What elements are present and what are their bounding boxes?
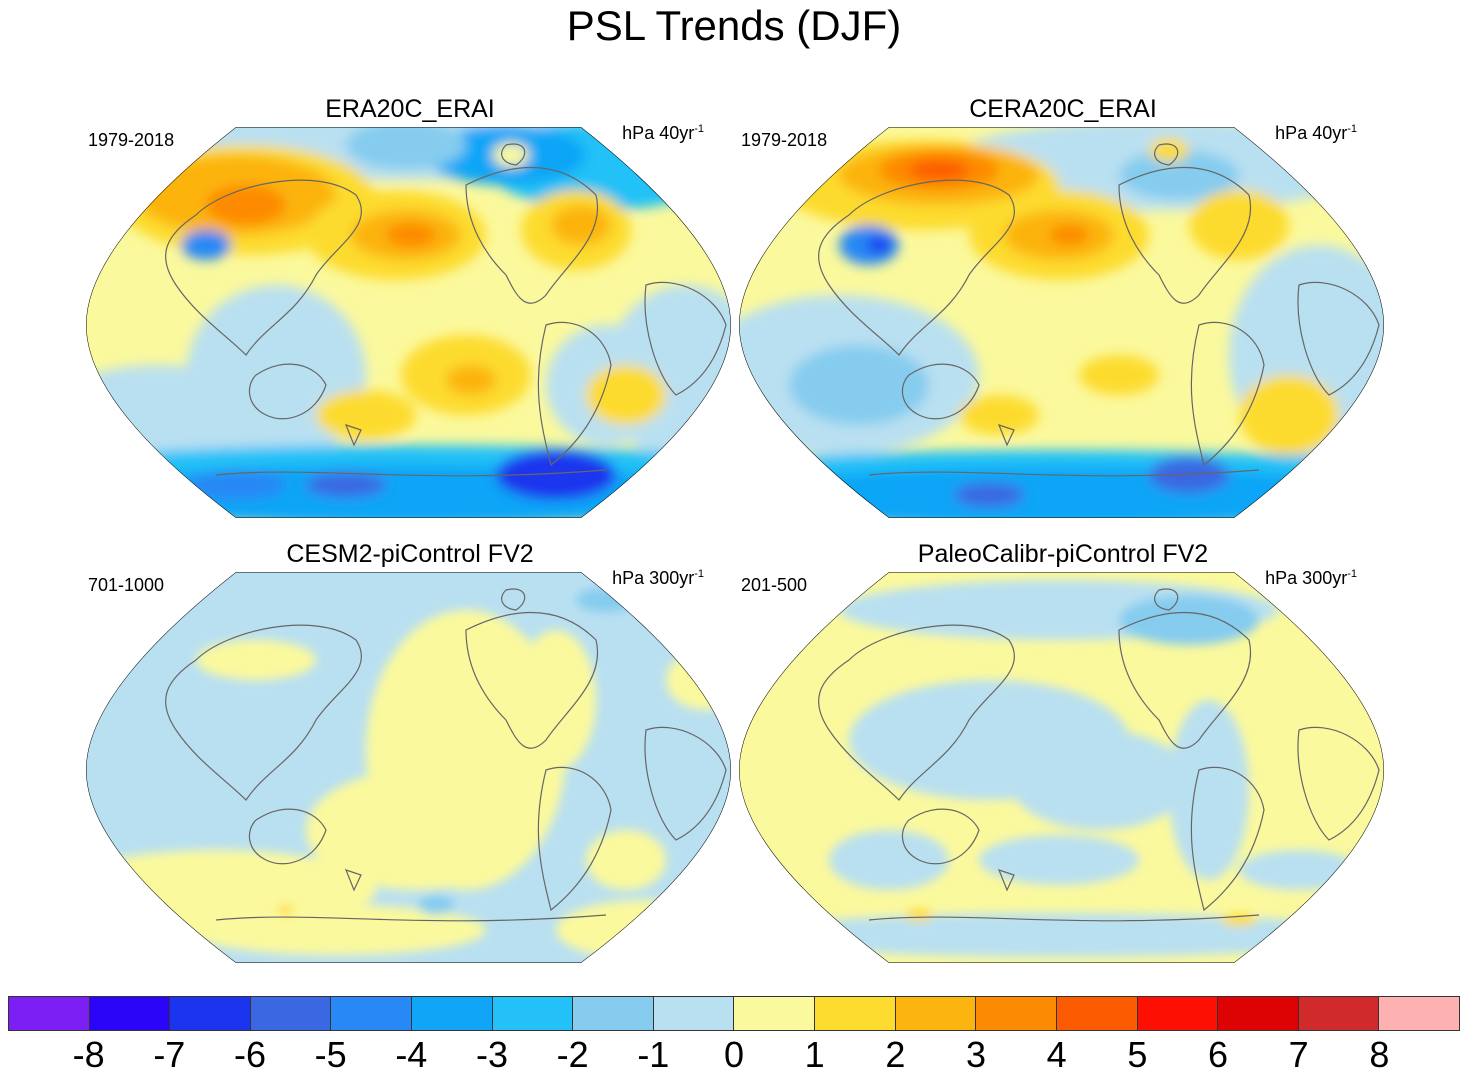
colorbar-swatch — [492, 997, 574, 1030]
units-label: hPa 300yr-1 — [1265, 568, 1357, 588]
period-label: 1979-2018 — [741, 130, 828, 150]
period-label: 1979-2018 — [88, 130, 175, 150]
colorbar-swatch — [89, 997, 171, 1030]
colorbar-tick-label: 1 — [804, 1034, 825, 1075]
panel-title: CERA20C_ERAI — [969, 95, 1157, 123]
colorbar-swatch — [1298, 997, 1380, 1030]
colorbar-tick-label: -2 — [556, 1034, 589, 1075]
colorbar-tick-label: -8 — [72, 1034, 105, 1075]
colorbar — [8, 996, 1460, 1031]
panel-era20c: ERA20C_ERAI 1979-2018 hPa 40yr-1 — [80, 95, 740, 518]
figure-title: PSL Trends (DJF) — [566, 2, 902, 49]
colorbar-tick-label: 3 — [965, 1034, 987, 1075]
colorbar-swatch — [573, 997, 654, 1030]
map-paleocalibr — [739, 572, 1384, 963]
colorbar-swatch — [331, 997, 413, 1030]
colorbar-swatch — [1137, 997, 1219, 1030]
colorbar-tick-label: 6 — [1207, 1034, 1229, 1075]
colorbar-swatch — [1218, 997, 1299, 1030]
units-label: hPa 300yr-1 — [612, 568, 704, 588]
colorbar-swatch — [1056, 997, 1138, 1030]
panel-title: PaleoCalibr-piControl FV2 — [917, 540, 1209, 568]
units-label: hPa 40yr-1 — [1275, 123, 1357, 143]
colorbar-tick-label: -3 — [475, 1034, 509, 1075]
colorbar-swatch — [895, 997, 977, 1030]
colorbar-swatch — [734, 997, 816, 1030]
colorbar-swatch — [1379, 997, 1459, 1030]
map-era20c — [86, 127, 731, 518]
panel-cera20c: CERA20C_ERAI 1979-2018 hPa 40yr-1 — [733, 95, 1393, 518]
colorbar-tick-label: 0 — [723, 1034, 745, 1075]
units-label: hPa 40yr-1 — [622, 123, 704, 143]
colorbar-tick-label: 8 — [1369, 1034, 1390, 1075]
colorbar-tick-label: -4 — [395, 1034, 428, 1075]
colorbar-swatch — [170, 997, 251, 1030]
colorbar-swatch — [412, 997, 493, 1030]
colorbar-swatch — [976, 997, 1057, 1030]
colorbar-swatch — [9, 997, 90, 1030]
colorbar-tick-label: -1 — [637, 1034, 670, 1075]
panel-paleocalibr: PaleoCalibr-piControl FV2 201-500 hPa 30… — [733, 540, 1393, 963]
colorbar-swatch — [250, 997, 332, 1030]
period-label: 701-1000 — [88, 575, 165, 595]
period-label: 201-500 — [741, 575, 808, 595]
colorbar-tick-label: 5 — [1127, 1034, 1148, 1075]
colorbar-swatch — [815, 997, 896, 1030]
colorbar-swatch — [653, 997, 735, 1030]
map-cera20c — [739, 127, 1384, 518]
colorbar-tick-label: 4 — [1046, 1034, 1067, 1075]
panel-cesm2: CESM2-piControl FV2 701-1000 hPa 300yr-1 — [80, 540, 740, 963]
colorbar-tick-label: -6 — [233, 1034, 267, 1075]
colorbar-tick-label: -5 — [314, 1034, 347, 1075]
map-cesm2 — [86, 572, 731, 963]
colorbar-tick-label: 7 — [1288, 1034, 1309, 1075]
panel-title: CESM2-piControl FV2 — [286, 540, 534, 568]
colorbar-tick-label: -7 — [153, 1034, 186, 1075]
colorbar-tick-label: 2 — [885, 1034, 906, 1075]
panel-title: ERA20C_ERAI — [325, 95, 495, 123]
